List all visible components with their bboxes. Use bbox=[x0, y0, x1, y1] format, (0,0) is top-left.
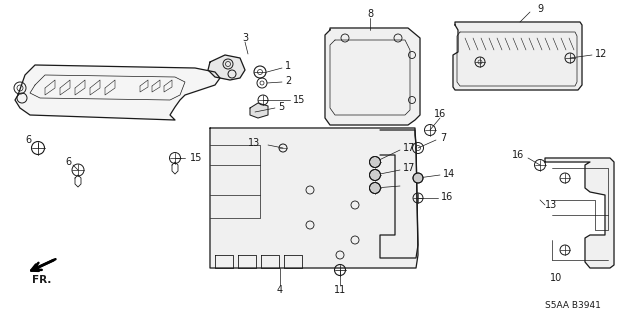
Polygon shape bbox=[250, 103, 268, 118]
Text: 13: 13 bbox=[545, 200, 557, 210]
Text: 5: 5 bbox=[278, 102, 284, 112]
Text: 3: 3 bbox=[242, 33, 248, 43]
Text: 15: 15 bbox=[190, 153, 202, 163]
Text: 7: 7 bbox=[440, 133, 446, 143]
Text: 17: 17 bbox=[403, 143, 415, 153]
Text: S5AA B3941: S5AA B3941 bbox=[545, 300, 601, 309]
Text: 4: 4 bbox=[277, 285, 283, 295]
Circle shape bbox=[369, 156, 381, 167]
Circle shape bbox=[413, 173, 423, 183]
Polygon shape bbox=[15, 65, 220, 120]
Text: 6: 6 bbox=[25, 135, 31, 145]
Polygon shape bbox=[208, 55, 245, 80]
Text: 1: 1 bbox=[285, 61, 291, 71]
Text: 15: 15 bbox=[293, 95, 305, 105]
Text: 2: 2 bbox=[285, 76, 291, 86]
Text: 12: 12 bbox=[595, 49, 607, 59]
Text: 13: 13 bbox=[248, 138, 260, 148]
Text: 16: 16 bbox=[441, 192, 453, 202]
Text: 16: 16 bbox=[512, 150, 524, 160]
Polygon shape bbox=[545, 158, 614, 268]
Text: 11: 11 bbox=[334, 285, 346, 295]
Text: 14: 14 bbox=[443, 169, 455, 179]
Circle shape bbox=[369, 170, 381, 180]
Text: 10: 10 bbox=[550, 273, 562, 283]
Text: 8: 8 bbox=[367, 9, 373, 19]
Text: 16: 16 bbox=[434, 109, 446, 119]
Text: 9: 9 bbox=[537, 4, 543, 14]
Text: 6: 6 bbox=[65, 157, 71, 167]
Polygon shape bbox=[210, 128, 418, 268]
Polygon shape bbox=[325, 28, 420, 125]
Text: FR.: FR. bbox=[32, 275, 52, 285]
Polygon shape bbox=[453, 22, 582, 90]
Circle shape bbox=[369, 182, 381, 194]
Text: 17: 17 bbox=[403, 163, 415, 173]
